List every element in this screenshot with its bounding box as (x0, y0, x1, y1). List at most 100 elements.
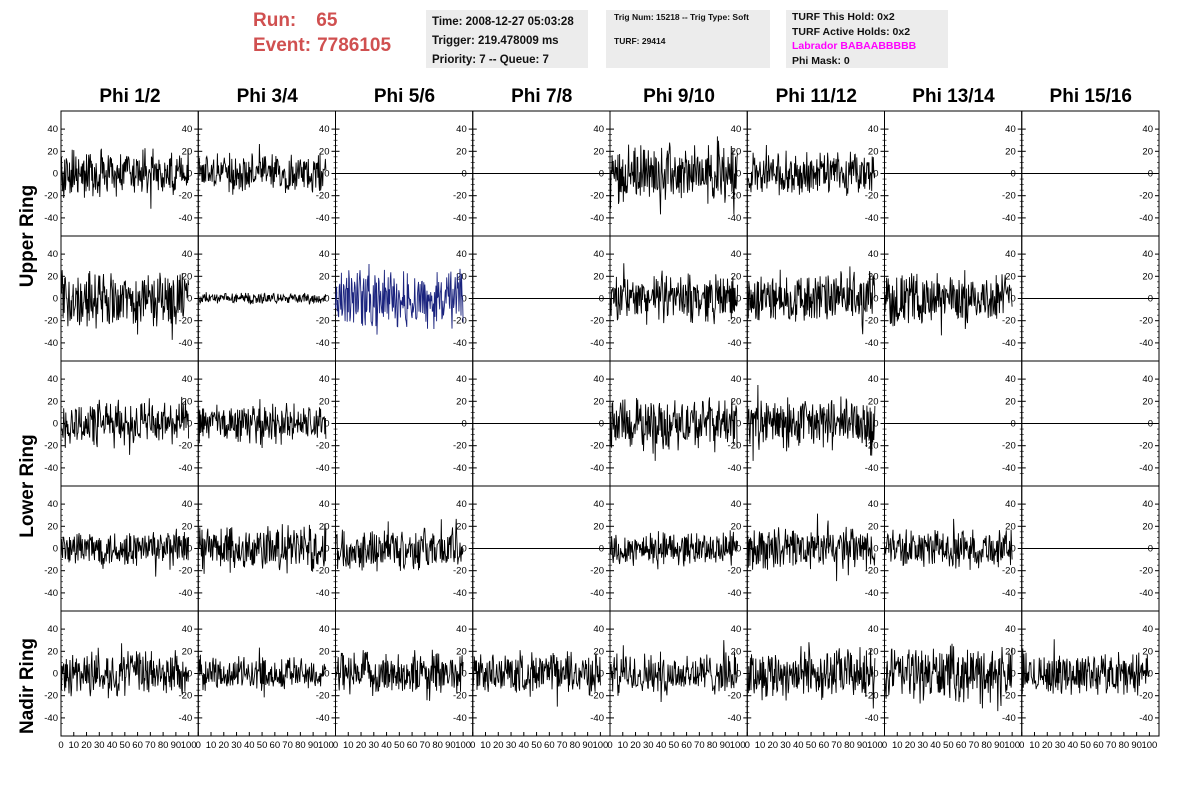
y-tick-label: 20 (593, 396, 604, 407)
y-tick-label: 20 (456, 146, 467, 157)
waveform-trace (609, 136, 739, 215)
column-header: Phi 1/2 (99, 86, 161, 107)
y-tick-label: -20 (1002, 691, 1016, 702)
y-tick-label: 40 (1142, 249, 1153, 260)
waveform-trace (746, 513, 876, 582)
y-tick-label: 40 (593, 499, 604, 510)
x-tick-label: 30 (780, 740, 791, 751)
y-tick-label: 0 (1010, 169, 1015, 180)
y-tick-label: -20 (1002, 441, 1016, 452)
y-tick-label: 40 (319, 374, 330, 385)
x-tick-label: 100 (867, 740, 883, 751)
y-tick-label: 0 (1148, 294, 1153, 305)
y-tick-label: 20 (1005, 521, 1016, 532)
y-tick-label: 40 (731, 249, 742, 260)
y-tick-label: -40 (728, 338, 742, 349)
x-tick-label: 40 (244, 740, 255, 751)
y-tick-label: 20 (593, 146, 604, 157)
x-tick-label: 90 (720, 740, 731, 751)
y-tick-label: 20 (182, 271, 193, 282)
y-tick-label: 20 (1142, 271, 1153, 282)
y-tick-label: -40 (865, 713, 879, 724)
waveform-trace (884, 643, 1013, 712)
y-tick-label: -20 (44, 566, 58, 577)
turf-info-box: TURF This Hold: 0x2 TURF Active Holds: 0… (786, 10, 948, 68)
x-tick-label: 30 (643, 740, 654, 751)
run-event-info: Run: 65 Event: 7786105 (253, 8, 391, 58)
x-tick-label: 10 (343, 740, 354, 751)
y-tick-label: -20 (728, 316, 742, 327)
y-tick-label: -20 (44, 691, 58, 702)
y-tick-label: 0 (1010, 669, 1015, 680)
waveform-panel: 40 20 0 -20 -40 (197, 360, 336, 487)
x-tick-label: 70 (969, 740, 980, 751)
x-tick-label: 60 (681, 740, 692, 751)
y-tick-label: -20 (1139, 566, 1153, 577)
waveform-panel: 40 40 20 20 0 0 -20 -20 -40 -40 (44, 485, 199, 612)
waveform-panel: 40 20 0 -20 -40 (197, 485, 336, 612)
y-tick-label: 0 (53, 669, 58, 680)
y-tick-label: 40 (731, 124, 742, 135)
y-tick-label: -40 (1139, 588, 1153, 599)
y-tick-label: 40 (1142, 499, 1153, 510)
y-tick-label: -40 (316, 338, 330, 349)
y-tick-label: -40 (44, 213, 58, 224)
y-tick-label: 40 (47, 249, 58, 260)
waveform-trace (472, 650, 601, 707)
y-tick-label: 0 (1148, 544, 1153, 555)
waveform-panel: 40 20 0 -20 -40 (884, 360, 1023, 487)
y-tick-label: -40 (316, 713, 330, 724)
y-tick-label: 20 (456, 521, 467, 532)
y-tick-label: 40 (47, 624, 58, 635)
y-tick-label: -40 (865, 463, 879, 474)
y-tick-label: 0 (873, 294, 878, 305)
waveform-panel: 40 20 0 -20 -40 (472, 110, 611, 237)
y-tick-label: 20 (868, 146, 879, 157)
y-tick-label: 0 (187, 419, 192, 430)
y-tick-label: -40 (1002, 713, 1016, 724)
time-info-box: Time: 2008-12-27 05:03:28 Trigger: 219.4… (426, 10, 588, 68)
y-tick-label: 40 (868, 249, 879, 260)
y-tick-label: -20 (316, 441, 330, 452)
y-tick-label: 20 (868, 646, 879, 657)
column-header: Phi 15/16 (1049, 86, 1132, 107)
x-tick-label: 80 (1119, 740, 1130, 751)
y-tick-label: -40 (1002, 338, 1016, 349)
y-tick-label: -20 (453, 566, 467, 577)
y-tick-label: -40 (590, 338, 604, 349)
x-tick-label: 30 (94, 740, 105, 751)
y-tick-label: -20 (728, 441, 742, 452)
phi-mask: Phi Mask: 0 (792, 54, 850, 67)
x-tick-label: 10 (206, 740, 217, 751)
x-tick-label: 10 (755, 740, 766, 751)
y-tick-label: -20 (1139, 316, 1153, 327)
waveform-panel: 40 20 0 -20 -40 (335, 610, 474, 737)
y-tick-label: -40 (728, 588, 742, 599)
y-tick-label: 0 (873, 169, 878, 180)
x-tick-label: 20 (630, 740, 641, 751)
waveform-panel: 40 20 0 -20 -40 (197, 110, 336, 237)
y-tick-label: -20 (865, 191, 879, 202)
x-tick-label: 40 (519, 740, 530, 751)
x-tick-label: 90 (582, 740, 593, 751)
y-tick-label: 20 (868, 521, 879, 532)
y-tick-label: 20 (593, 271, 604, 282)
waveform-panel: 40 40 20 20 0 0 -20 -20 -40 -40 (44, 110, 199, 237)
y-tick-label: 0 (873, 544, 878, 555)
x-tick-label: 20 (767, 740, 778, 751)
y-tick-label: 20 (1005, 271, 1016, 282)
y-tick-label: -20 (1139, 691, 1153, 702)
waveform-trace (335, 518, 464, 572)
y-tick-label: -20 (316, 566, 330, 577)
x-tick-label: 60 (1093, 740, 1104, 751)
y-tick-label: 0 (1010, 544, 1015, 555)
x-tick-label: 50 (669, 740, 680, 751)
y-tick-label: -40 (453, 463, 467, 474)
y-tick-label: -20 (1139, 441, 1153, 452)
y-tick-label: -40 (728, 713, 742, 724)
x-tick-label: 70 (145, 740, 156, 751)
waveform-trace (197, 292, 327, 305)
waveform-panel: 40 20 0 -20 -40 (609, 485, 748, 612)
x-tick-label: 80 (158, 740, 169, 751)
waveform-panel: 40 20 0 -20 -40 (609, 610, 748, 737)
